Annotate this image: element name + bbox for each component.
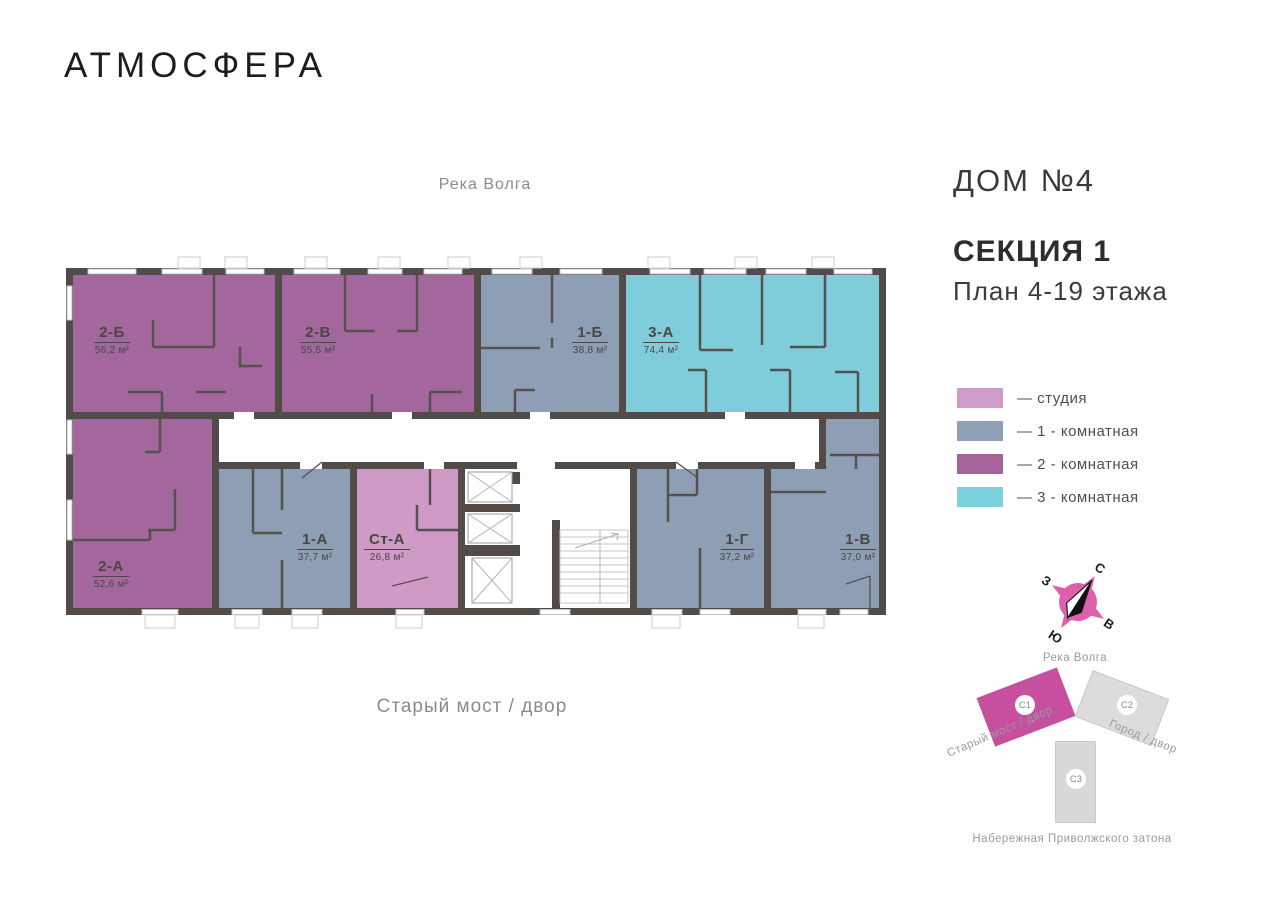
apartment-region-2b [66,268,278,419]
corridor [219,419,826,462]
stairs [559,529,629,604]
brand-logo: АТМОСФЕРА [64,46,327,85]
legend-item-3room: — 3 - комнатная [957,487,1139,507]
legend-item-studio: — студия [957,388,1139,408]
apartment-regions [66,268,886,615]
apartment-region-sta [357,469,465,608]
legend-item-2room: — 2 - комнатная [957,454,1139,474]
sitemap-badge-c3: С3 [1066,769,1086,789]
apartment-label-1b: 1-Б 38,8 м² [572,324,608,356]
apartment-label-2b: 2-Б 56,2 м² [94,324,130,356]
legend-swatch-studio [957,388,1003,408]
apartment-label-3a: 3-А 74,4 м² [643,324,679,356]
legend-swatch-1room [957,421,1003,441]
apartment-region-1a [219,469,357,608]
apartment-label-2v: 2-В 55,5 м² [300,324,336,356]
sitemap-bottom-label: Набережная Приволжского затона [972,833,1172,845]
sitemap-badge-c2: С2 [1117,695,1137,715]
apartment-label-1v: 1-В 37,0 м² [840,531,876,563]
apartment-region-3a [626,268,886,419]
house-title: ДОМ №4 [953,163,1096,198]
apartment-label-sta: Ст-А 26,8 м² [363,531,411,563]
legend: — студия — 1 - комнатная — 2 - комнатная… [957,388,1139,520]
interior-walls [73,275,879,608]
sitemap-river-label: Река Волга [1042,652,1108,664]
apartment-label-2a: 2-А 52,6 м² [93,558,129,590]
door-swings [301,461,871,608]
compass-icon: С Ю З В [1039,559,1117,647]
river-label: Река Волга [438,176,532,193]
section-title: СЕКЦИЯ 1 [953,235,1112,268]
compass-north-label: С [1092,559,1109,577]
apartment-region-2v [278,268,481,419]
compass-east-label: В [1101,615,1117,633]
floors-subtitle: План 4-19 этажа [953,276,1168,306]
apartment-region-1b [481,268,626,419]
compass-south-label: Ю [1046,627,1065,647]
apartment-region-1g [637,469,771,608]
legend-swatch-2room [957,454,1003,474]
apartment-label-1a: 1-А 37,7 м² [297,531,333,563]
apartment-label-1g: 1-Г 37,2 м² [719,531,755,563]
legend-item-1room: — 1 - комнатная [957,421,1139,441]
facade-marks [144,256,835,629]
legend-swatch-3room [957,487,1003,507]
door-openings [234,412,815,469]
windows [66,268,873,615]
street-label: Старый мост / двор [376,696,568,717]
compass-west-label: З [1039,572,1054,589]
sitemap-badge-c1: С1 [1015,695,1035,715]
elevators [467,471,513,604]
apartment-region-2a [66,412,219,615]
